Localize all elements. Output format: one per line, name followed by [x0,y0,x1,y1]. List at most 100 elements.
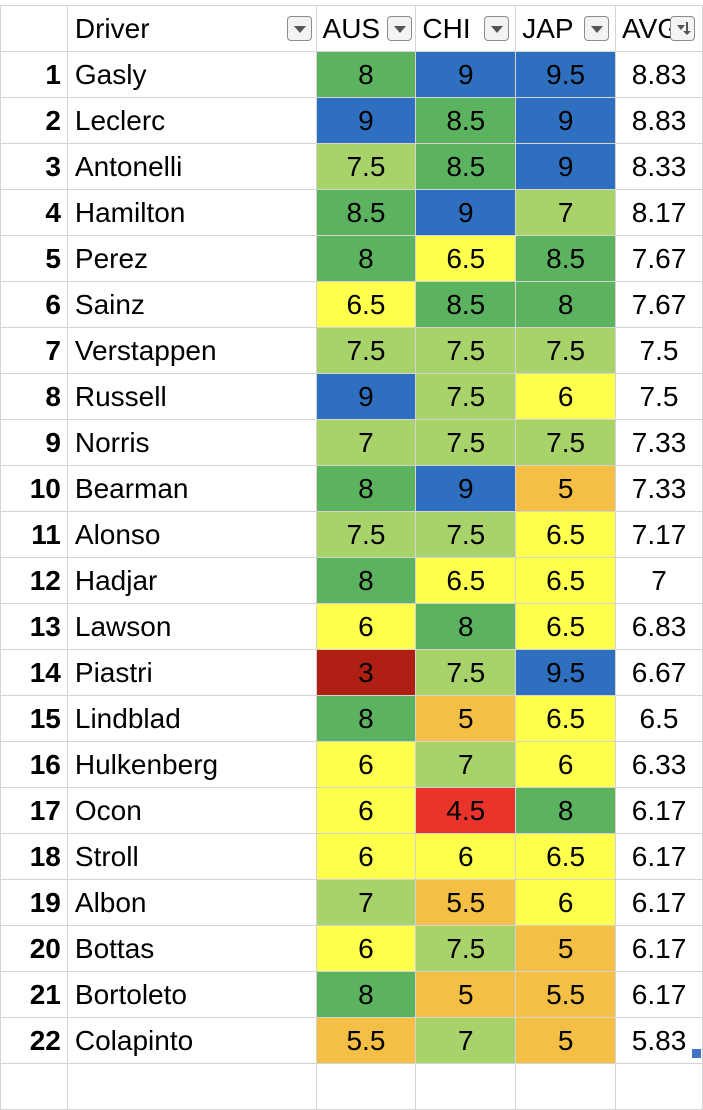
driver-name-cell[interactable]: Lawson [66,603,317,650]
row-number-cell[interactable]: 18 [0,833,68,880]
empty-cell[interactable] [415,1063,517,1110]
aus-score-cell[interactable]: 8 [315,51,417,98]
jap-score-cell[interactable]: 5 [515,925,617,972]
chi-score-cell[interactable]: 6.5 [415,557,517,604]
driver-name-cell[interactable]: Stroll [66,833,317,880]
jap-score-cell[interactable]: 6 [515,373,617,420]
average-cell[interactable]: 7 [615,557,703,604]
aus-score-cell[interactable]: 6 [315,833,417,880]
aus-score-cell[interactable]: 7 [315,879,417,926]
average-cell[interactable]: 6.17 [615,879,703,926]
driver-name-cell[interactable]: Antonelli [66,143,317,190]
average-cell[interactable]: 6.33 [615,741,703,788]
jap-score-cell[interactable]: 5 [515,465,617,512]
row-number-cell[interactable]: 8 [0,373,68,420]
average-cell[interactable]: 8.17 [615,189,703,236]
avg-sort-descending-icon[interactable] [670,16,696,41]
average-cell[interactable]: 6.17 [615,925,703,972]
jap-score-cell[interactable]: 9 [515,143,617,190]
jap-score-cell[interactable]: 6.5 [515,833,617,880]
jap-score-cell[interactable]: 6.5 [515,511,617,558]
driver-name-cell[interactable]: Leclerc [66,97,317,144]
jap-score-cell[interactable]: 6.5 [515,557,617,604]
fill-handle[interactable] [692,1049,701,1058]
average-cell[interactable]: 6.67 [615,649,703,696]
driver-name-cell[interactable]: Hamilton [66,189,317,236]
aus-score-cell[interactable]: 6 [315,787,417,834]
row-number-cell[interactable]: 7 [0,327,68,374]
aus-score-cell[interactable]: 8 [315,971,417,1018]
row-number-cell[interactable]: 14 [0,649,68,696]
driver-name-cell[interactable]: Bottas [66,925,317,972]
chi-score-cell[interactable]: 9 [415,465,517,512]
driver-name-cell[interactable]: Hadjar [66,557,317,604]
aus-score-cell[interactable]: 8 [315,695,417,742]
chi-score-cell[interactable]: 5.5 [415,879,517,926]
row-number-cell[interactable]: 20 [0,925,68,972]
aus-score-cell[interactable]: 7.5 [315,143,417,190]
row-number-cell[interactable]: 9 [0,419,68,466]
row-number-cell[interactable]: 17 [0,787,68,834]
aus-score-cell[interactable]: 6 [315,925,417,972]
empty-cell[interactable] [0,1063,68,1110]
aus-score-cell[interactable]: 7 [315,419,417,466]
average-cell[interactable]: 7.5 [615,373,703,420]
chi-score-cell[interactable]: 7.5 [415,373,517,420]
driver-name-cell[interactable]: Colapinto [66,1017,317,1064]
chi-score-cell[interactable]: 4.5 [415,787,517,834]
jap-score-cell[interactable]: 9.5 [515,649,617,696]
aus-score-cell[interactable]: 6.5 [315,281,417,328]
chi-score-cell[interactable]: 8.5 [415,143,517,190]
row-number-cell[interactable]: 12 [0,557,68,604]
row-number-cell[interactable]: 16 [0,741,68,788]
driver-name-cell[interactable]: Bortoleto [66,971,317,1018]
average-cell[interactable]: 7.33 [615,419,703,466]
driver-name-cell[interactable]: Norris [66,419,317,466]
row-number-cell[interactable]: 1 [0,51,68,98]
chi-score-cell[interactable]: 7 [415,741,517,788]
aus-score-cell[interactable]: 8 [315,465,417,512]
row-number-cell[interactable]: 21 [0,971,68,1018]
jap-score-cell[interactable]: 8 [515,787,617,834]
chi-score-cell[interactable]: 6.5 [415,235,517,282]
chi-score-cell[interactable]: 6 [415,833,517,880]
header-aus-cell[interactable]: AUS [315,5,417,52]
chi-score-cell[interactable]: 9 [415,189,517,236]
row-number-cell[interactable]: 10 [0,465,68,512]
chi-score-cell[interactable]: 8.5 [415,97,517,144]
row-number-cell[interactable]: 2 [0,97,68,144]
header-row-number-cell[interactable] [0,5,68,52]
driver-name-cell[interactable]: Hulkenberg [66,741,317,788]
empty-cell[interactable] [615,1063,703,1110]
driver-name-cell[interactable]: Bearman [66,465,317,512]
row-number-cell[interactable]: 5 [0,235,68,282]
average-cell[interactable]: 7.67 [615,235,703,282]
chi-score-cell[interactable]: 7.5 [415,649,517,696]
jap-score-cell[interactable]: 6.5 [515,695,617,742]
empty-cell[interactable] [515,1063,617,1110]
driver-name-cell[interactable]: Sainz [66,281,317,328]
aus-score-cell[interactable]: 6 [315,603,417,650]
jap-score-cell[interactable]: 6.5 [515,603,617,650]
driver-filter-dropdown-icon[interactable] [286,16,312,41]
driver-name-cell[interactable]: Perez [66,235,317,282]
header-driver-cell[interactable]: Driver [66,5,317,52]
average-cell[interactable]: 7.33 [615,465,703,512]
chi-score-cell[interactable]: 7 [415,1017,517,1064]
aus-score-cell[interactable]: 9 [315,97,417,144]
driver-name-cell[interactable]: Ocon [66,787,317,834]
jap-filter-dropdown-icon[interactable] [584,16,610,41]
row-number-cell[interactable]: 3 [0,143,68,190]
average-cell[interactable]: 8.33 [615,143,703,190]
jap-score-cell[interactable]: 6 [515,879,617,926]
header-chi-cell[interactable]: CHI [415,5,517,52]
driver-name-cell[interactable]: Albon [66,879,317,926]
jap-score-cell[interactable]: 9 [515,97,617,144]
average-cell[interactable]: 6.83 [615,603,703,650]
header-avg-cell[interactable]: AVG [615,5,703,52]
jap-score-cell[interactable]: 8.5 [515,235,617,282]
jap-score-cell[interactable]: 7 [515,189,617,236]
driver-name-cell[interactable]: Lindblad [66,695,317,742]
jap-score-cell[interactable]: 5.5 [515,971,617,1018]
empty-cell[interactable] [66,1063,317,1110]
